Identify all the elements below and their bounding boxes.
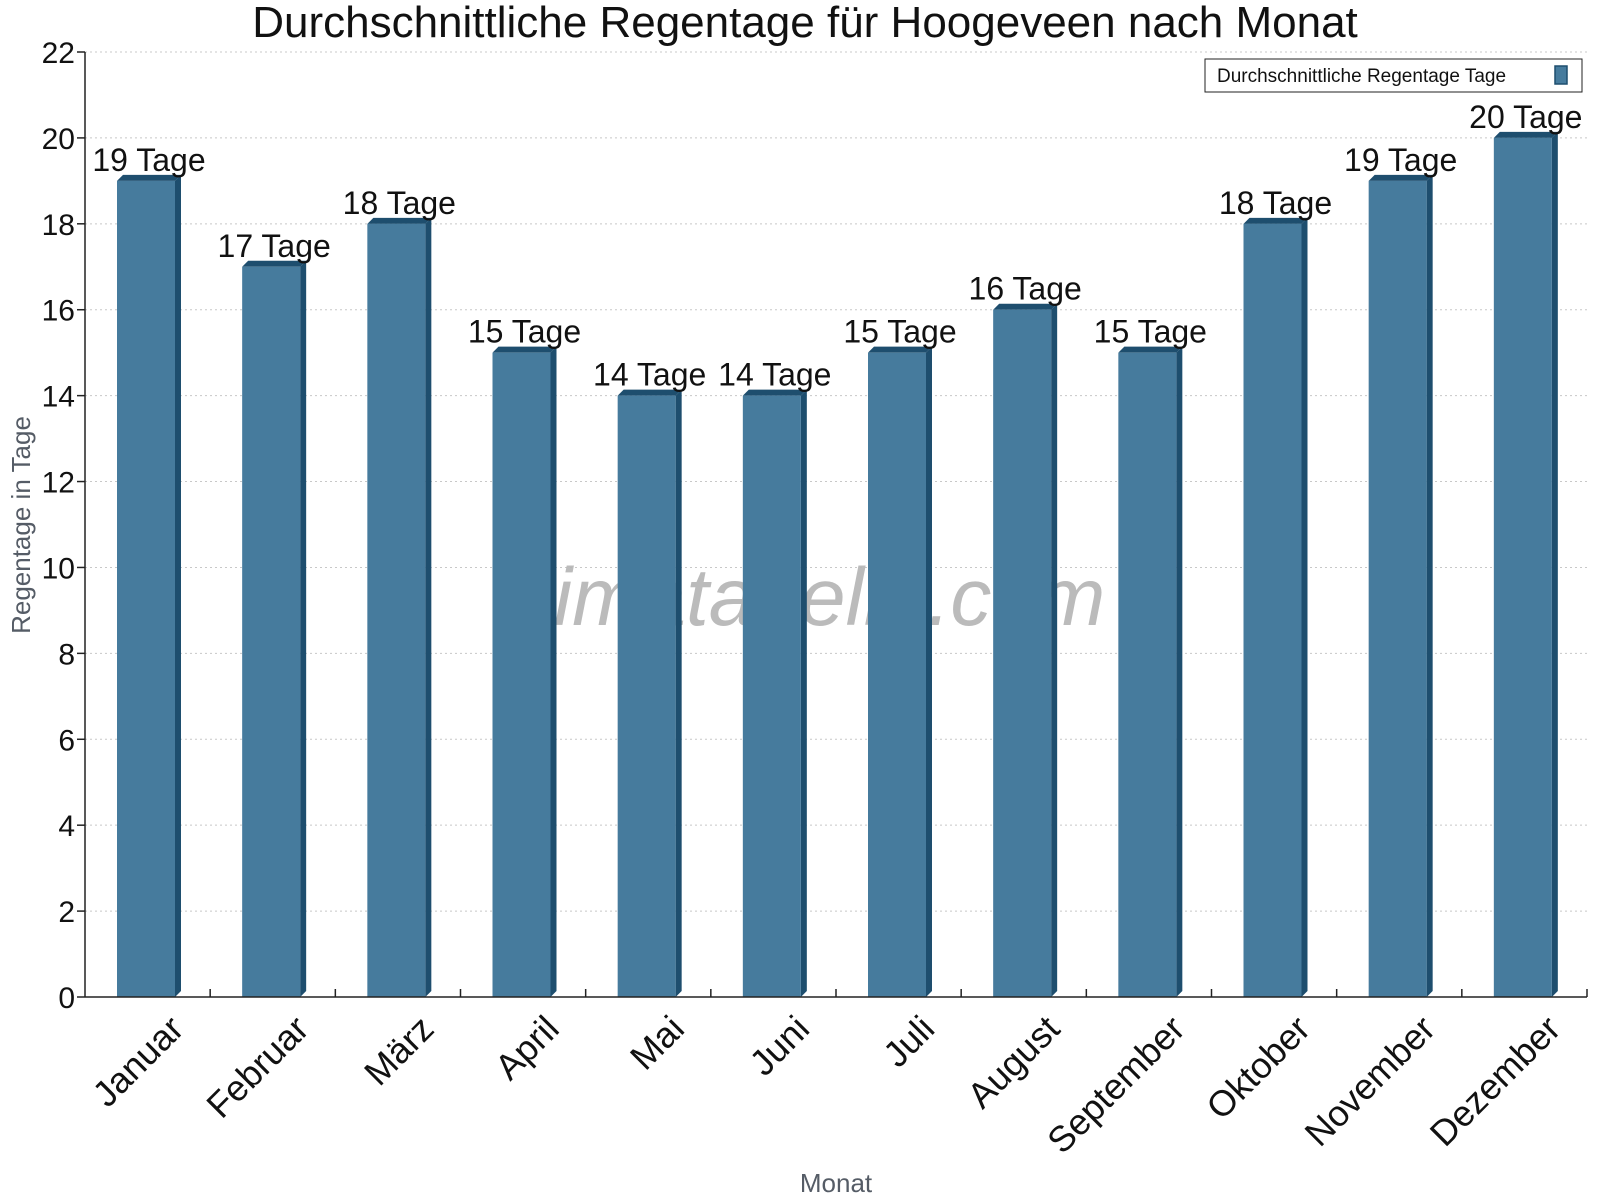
bar: [492, 352, 551, 997]
x-tick-label: Juni: [741, 1008, 817, 1084]
legend: Durchschnittliche Regentage Tage: [1204, 58, 1583, 93]
bar-value-label: 17 Tage: [218, 228, 331, 264]
y-tick-label: 8: [58, 638, 75, 671]
y-tick-label: 16: [42, 295, 75, 328]
bar-value-label: 15 Tage: [1094, 314, 1207, 350]
y-tick-label: 20: [42, 123, 75, 156]
bar: [1243, 223, 1302, 997]
bar-side: [675, 389, 682, 997]
x-tick-label: November: [1296, 1008, 1442, 1154]
bar-value-label: 20 Tage: [1469, 99, 1582, 135]
bar-side: [1176, 346, 1183, 997]
bar-top: [367, 217, 432, 224]
grid-lines: [85, 51, 1587, 912]
y-tick-label: 4: [58, 810, 75, 843]
bar-top: [1368, 174, 1433, 181]
x-axis-label: Monat: [800, 1168, 873, 1198]
x-tick-label: August: [959, 1008, 1067, 1116]
bar: [993, 309, 1052, 997]
x-tick-label: Oktober: [1198, 1008, 1318, 1128]
bar-top: [242, 260, 307, 267]
x-tick-label: Mai: [622, 1008, 692, 1078]
legend-swatch: [1554, 65, 1568, 85]
bar: [117, 180, 175, 997]
y-tick-label: 22: [42, 37, 75, 70]
bars-group: 19 Tage 17 Tage 18 Tage 15 Tage 14 Tage 14 Ta…: [92, 99, 1582, 998]
x-tick-label: Juli: [875, 1008, 942, 1075]
x-tick-label: Dezember: [1422, 1008, 1568, 1154]
x-tick-label: Februar: [198, 1008, 316, 1126]
bar-side: [1551, 131, 1558, 998]
legend-label: Durchschnittliche Regentage Tage: [1217, 66, 1506, 87]
bar-side: [926, 346, 932, 997]
bar-top: [492, 346, 557, 353]
bar-side: [1051, 303, 1058, 997]
x-tick-label: Januar: [84, 1008, 191, 1115]
x-tick-label: September: [1039, 1008, 1193, 1162]
x-tick-label: März: [356, 1008, 442, 1094]
bar-side: [1426, 174, 1433, 997]
y-axis-ticks: 0 2 4 6 8 10 12 14 16 18 20 22: [42, 37, 85, 1015]
bar: [868, 352, 926, 997]
bar-top: [993, 303, 1058, 310]
bar-top: [868, 346, 932, 353]
legend-box: [1204, 58, 1583, 93]
bar-side: [175, 174, 181, 997]
bar: [1118, 352, 1177, 997]
bar: [742, 395, 801, 997]
y-axis-label: Regentage in Tage: [6, 416, 36, 634]
bar-top: [617, 389, 682, 396]
bar: [617, 395, 676, 997]
bar-value-label: 19 Tage: [1344, 142, 1457, 178]
bar-side: [800, 389, 807, 997]
bar-top: [117, 174, 181, 181]
bar-side: [300, 260, 307, 998]
bar: [1493, 137, 1552, 998]
bar-top: [1493, 131, 1558, 138]
y-tick-label: 18: [42, 209, 75, 242]
bar-value-label: 19 Tage: [92, 142, 205, 178]
bar-side: [425, 217, 432, 997]
x-tick-label: April: [487, 1008, 567, 1088]
y-tick-label: 12: [42, 467, 75, 500]
bar: [242, 266, 301, 998]
chart-title: Durchschnittliche Regentage für Hoogevee…: [252, 0, 1358, 47]
bar-top: [742, 389, 807, 396]
bar-value-label: 18 Tage: [343, 185, 456, 221]
bar-side: [550, 346, 557, 997]
y-tick-label: 0: [58, 982, 75, 1015]
y-tick-label: 6: [58, 724, 75, 757]
bar-side: [1301, 217, 1308, 997]
bar-value-label: 15 Tage: [843, 314, 956, 350]
y-tick-label: 2: [58, 896, 75, 929]
axes: [84, 52, 1587, 998]
y-tick-label: 14: [42, 381, 75, 414]
x-axis-ticks: Januar Februar März April Mai Juni Juli AugustS…: [84, 989, 1588, 1162]
bar-top: [1243, 217, 1308, 224]
bar: [1368, 180, 1427, 997]
bar-value-label: 15 Tage: [468, 314, 581, 350]
bar: [367, 223, 426, 997]
bar-value-label: 18 Tage: [1219, 185, 1332, 221]
y-tick-label: 10: [42, 552, 75, 585]
bar-value-label: 16 Tage: [969, 271, 1082, 307]
bar-top: [1118, 346, 1183, 353]
bar-value-label: 14 Tage: [718, 357, 831, 393]
bar-value-label: 14 Tage: [593, 357, 706, 393]
